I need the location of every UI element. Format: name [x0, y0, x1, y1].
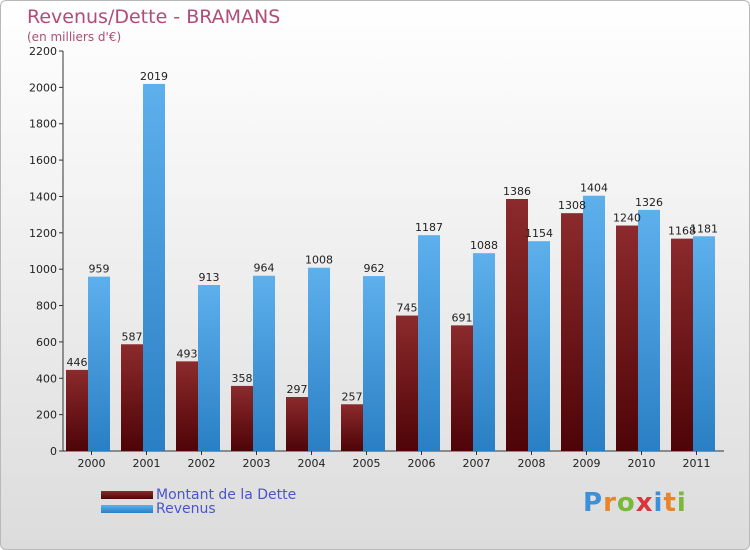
x-tick-label: 2006 [408, 457, 436, 470]
x-tick-label: 2004 [298, 457, 326, 470]
bar-revenus [143, 83, 165, 451]
legend-swatch-revenus [101, 505, 153, 513]
bar-revenus [308, 267, 330, 451]
y-tick-label: 400 [36, 372, 57, 385]
bar-revenus [88, 276, 110, 451]
x-tick-label: 2003 [243, 457, 271, 470]
bar-revenus [473, 253, 495, 451]
bar-revenus [693, 236, 715, 451]
proxiti-logo: Proxiti [583, 488, 687, 518]
bar-revenus [638, 209, 660, 451]
data-label-revenus: 1154 [525, 227, 553, 240]
data-label-revenus: 1181 [690, 222, 718, 235]
data-label-revenus: 1008 [305, 254, 333, 267]
bar-dette [451, 325, 473, 451]
data-label-revenus: 1187 [415, 221, 443, 234]
y-tick-label: 1200 [29, 227, 57, 240]
bar-dette [506, 199, 528, 451]
data-label-dette: 297 [287, 383, 308, 396]
logo-letter: t [663, 488, 677, 518]
x-tick-label: 2009 [573, 457, 601, 470]
bar-dette [341, 404, 363, 451]
legend-label-revenus: Revenus [156, 501, 216, 517]
y-tick-label: 2200 [29, 45, 57, 58]
x-tick-label: 2001 [133, 457, 161, 470]
legend-item-dette: Montant de la Dette [101, 487, 296, 503]
data-label-dette: 1240 [613, 212, 641, 225]
data-label-revenus: 962 [364, 262, 385, 275]
data-label-dette: 691 [452, 311, 473, 324]
data-label-dette: 493 [177, 347, 198, 360]
bar-dette [396, 315, 418, 451]
bar-dette [231, 385, 253, 451]
legend-item-revenus: Revenus [101, 501, 216, 517]
bar-revenus [253, 275, 275, 451]
x-tick-label: 2005 [353, 457, 381, 470]
data-labels-group: 446 587 493 358 297 257 745 691 1386 1308 1240 1168… [67, 70, 719, 403]
logo-letter: P [583, 488, 604, 518]
x-tick-label: 2007 [463, 457, 491, 470]
y-tick-label: 600 [36, 336, 57, 349]
bar-dette [176, 361, 198, 451]
bar-dette [616, 225, 638, 451]
bar-dette [671, 238, 693, 451]
x-tick-label: 2000 [78, 457, 106, 470]
y-tick-label: 1600 [29, 154, 57, 167]
data-label-dette: 1386 [503, 185, 531, 198]
y-tick-label: 1000 [29, 263, 57, 276]
data-label-revenus: 959 [89, 263, 110, 276]
logo-letter: i [653, 488, 664, 518]
bar-dette [66, 369, 88, 451]
chart-title: Revenus/Dette - BRAMANS [27, 6, 281, 28]
logo-letter: r [603, 488, 617, 518]
y-tick-label: 2000 [29, 81, 57, 94]
data-label-dette: 358 [232, 372, 253, 385]
legend-label-dette: Montant de la Dette [156, 487, 297, 503]
legend-swatch-dette [101, 491, 153, 499]
bar-revenus [583, 195, 605, 451]
data-label-dette: 1308 [558, 199, 586, 212]
x-tick-label: 2010 [628, 457, 656, 470]
axes: 0 200 400 600 800 1000 1200 1400 1600 1800 2000 220… [29, 45, 724, 470]
x-tick-label: 2002 [188, 457, 216, 470]
data-label-revenus: 1404 [580, 182, 608, 195]
data-label-dette: 257 [342, 390, 363, 403]
data-label-revenus: 2019 [140, 70, 168, 83]
data-label-revenus: 1326 [635, 196, 663, 209]
data-label-revenus: 913 [199, 271, 220, 284]
y-tick-label: 1800 [29, 118, 57, 131]
logo-letter: i [676, 488, 687, 518]
y-tick-label: 200 [36, 409, 57, 422]
data-label-revenus: 1088 [470, 239, 498, 252]
data-label-revenus: 964 [254, 262, 275, 275]
bar-revenus [198, 285, 220, 451]
logo-letter: o [616, 488, 636, 518]
bar-revenus [418, 235, 440, 451]
data-label-dette: 446 [67, 356, 88, 369]
y-tick-label: 800 [36, 300, 57, 313]
y-tick-label: 1400 [29, 190, 57, 203]
data-label-dette: 587 [122, 330, 143, 343]
y-tick-label: 0 [50, 445, 57, 458]
bar-dette [121, 344, 143, 451]
bars-group [66, 83, 715, 451]
data-label-dette: 745 [397, 302, 418, 315]
bar-revenus [528, 241, 550, 451]
data-label-dette: 1168 [668, 225, 696, 238]
x-tick-label: 2011 [683, 457, 711, 470]
logo-letter: x [635, 488, 654, 518]
bar-dette [561, 213, 583, 451]
bar-dette [286, 397, 308, 451]
bar-revenus [363, 276, 385, 451]
chart-subtitle: (en milliers d'€) [27, 30, 122, 44]
x-tick-label: 2008 [518, 457, 546, 470]
